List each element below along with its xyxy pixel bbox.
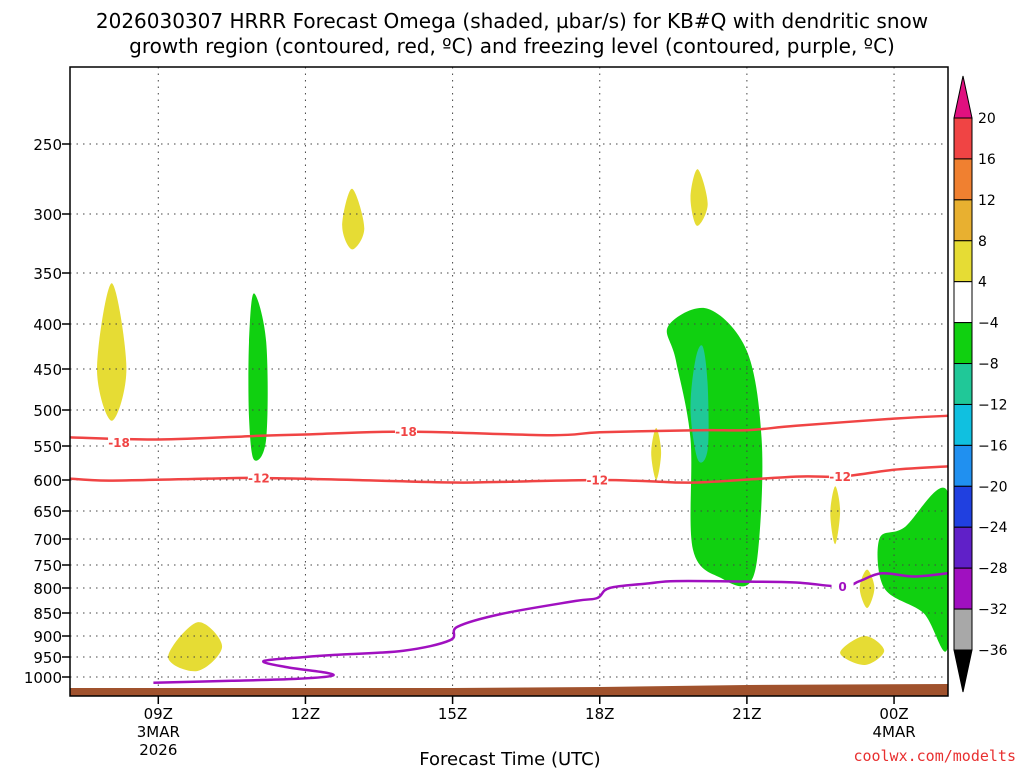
colorbar-bin-2 <box>953 199 973 242</box>
colorbar-label-1: 16 <box>978 152 996 168</box>
omega-negative-2430z <box>877 487 948 652</box>
dgz-minus12-contour-label-bg-2 <box>829 469 852 484</box>
chart-title-line2: growth region (contoured, red, ºC) and f… <box>129 34 895 58</box>
colorbar-bin-5 <box>953 322 973 365</box>
omega-negative-1100z <box>248 293 268 461</box>
y-tick-label-450: 450 <box>33 361 62 379</box>
x-tick-label-18Z: 18Z <box>585 705 614 723</box>
dgz-minus12-contour-label-bg-0 <box>247 470 270 485</box>
x-tick-label-00Z: 00Z <box>879 705 908 723</box>
x-axis-label: Forecast Time (UTC) <box>419 749 600 768</box>
colorbar-bin-1 <box>953 158 973 201</box>
omega-positive-1900z <box>651 428 662 480</box>
freezing-level-contour <box>153 571 948 684</box>
colorbar-bottom-triangle <box>953 649 973 693</box>
omega-positive-1300z <box>342 188 365 250</box>
pressure-axis: 250 300 350 400 450 500 550 600 650 700 750 800 850 9… <box>24 136 70 687</box>
plot-frame <box>69 66 949 697</box>
y-tick-label-800: 800 <box>33 580 62 598</box>
y-tick-label-750: 750 <box>33 557 62 575</box>
colorbar-bin-7 <box>953 403 973 446</box>
dgz-minus18-contour <box>70 414 948 441</box>
x-tick-date-00Z: 4MAR <box>872 723 915 741</box>
dgz-minus12-contour-label-0: -12 <box>248 471 270 485</box>
dgz-minus12-contour-label-bg-1 <box>586 473 609 487</box>
omega-negative-2000z <box>666 307 763 587</box>
colorbar-label-4: 4 <box>978 275 987 291</box>
x-tick-label-15Z: 15Z <box>438 705 467 723</box>
dgz-minus12-contour-label-1: -12 <box>586 474 608 488</box>
dgz-minus18-contour-label-0: -18 <box>108 436 130 450</box>
y-tick-label-850: 850 <box>33 605 62 623</box>
colorbar-label-5: −4 <box>978 316 999 332</box>
x-tick-label-21Z: 21Z <box>732 705 761 723</box>
y-tick-label-700: 700 <box>33 531 62 549</box>
dgz-minus18-contour-label-1: -18 <box>395 425 417 439</box>
dgz-minus18-contour-label-bg-1 <box>394 424 417 439</box>
y-tick-label-950: 950 <box>33 649 62 667</box>
colorbar-label-11: −28 <box>978 561 1008 577</box>
credit-text: coolwx.com/modelts <box>853 747 1016 765</box>
omega-negative-2000z-core <box>690 345 709 463</box>
colorbar-label-0: 20 <box>978 111 996 127</box>
x-tick-year-09Z: 2026 <box>139 741 177 759</box>
colorbar-label-12: −32 <box>978 602 1008 618</box>
omega-positive-0830z <box>97 283 127 421</box>
omega-colorbar: 20 16 12 8 4 −4 −8 −12 −16 −20 −24 −28 −32 −36 <box>953 75 1008 693</box>
y-tick-label-550: 550 <box>33 438 62 456</box>
x-tick-date-09Z: 3MAR <box>137 723 180 741</box>
colorbar-label-7: −12 <box>978 397 1008 413</box>
colorbar-bin-9 <box>953 485 973 528</box>
colorbar-label-9: −20 <box>978 479 1008 495</box>
x-tick-label-12Z: 12Z <box>291 705 320 723</box>
y-tick-label-500: 500 <box>33 402 62 420</box>
terrain-strip <box>70 684 948 696</box>
y-tick-label-300: 300 <box>33 206 62 224</box>
contour-lines: -18 -18 -12 -12 -12 0 <box>70 414 948 684</box>
y-tick-label-400: 400 <box>33 316 62 334</box>
dgz-minus18-contour-label-bg-0 <box>108 435 131 450</box>
colorbar-bin-8 <box>953 444 973 487</box>
colorbar-label-13: −36 <box>978 643 1008 659</box>
y-tick-label-900: 900 <box>33 628 62 646</box>
colorbar-top-triangle <box>953 75 973 119</box>
omega-positive-1000z-low <box>168 622 223 672</box>
colorbar-label-10: −24 <box>978 520 1008 536</box>
y-tick-label-350: 350 <box>33 265 62 283</box>
terrain <box>70 684 948 696</box>
y-tick-label-650: 650 <box>33 503 62 521</box>
y-tick-label-250: 250 <box>33 136 62 154</box>
dgz-minus12-contour-label-2: -12 <box>829 470 851 484</box>
y-tick-label-600: 600 <box>33 472 62 490</box>
y-tick-label-1000: 1000 <box>24 669 62 687</box>
colorbar-label-3: 8 <box>978 234 987 250</box>
colorbar-label-2: 12 <box>978 193 996 209</box>
omega-shading <box>97 169 948 672</box>
colorbar-bin-4 <box>953 281 973 324</box>
freezing-level-contour-label-bg-0 <box>831 579 854 594</box>
dgz-minus12-contour <box>70 465 948 484</box>
colorbar-label-8: −16 <box>978 438 1008 454</box>
colorbar-bin-3 <box>953 240 973 283</box>
grid-lines <box>70 67 948 696</box>
colorbar-bin-0 <box>953 117 973 160</box>
chart-title-line1: 2026030307 HRRR Forecast Omega (shaded, … <box>96 9 928 33</box>
omega-positive-2000z-upper <box>690 169 708 226</box>
omega-positive-2330z-low <box>840 635 885 666</box>
colorbar-label-6: −8 <box>978 357 999 373</box>
colorbar-bin-6 <box>953 363 973 405</box>
x-tick-label-09Z: 09Z <box>144 705 173 723</box>
freezing-level-contour-label-0: 0 <box>838 580 846 594</box>
colorbar-bin-11 <box>953 567 973 610</box>
colorbar-bin-12 <box>953 608 973 651</box>
omega-positive-2200z <box>830 486 841 545</box>
colorbar-bin-10 <box>953 526 973 569</box>
